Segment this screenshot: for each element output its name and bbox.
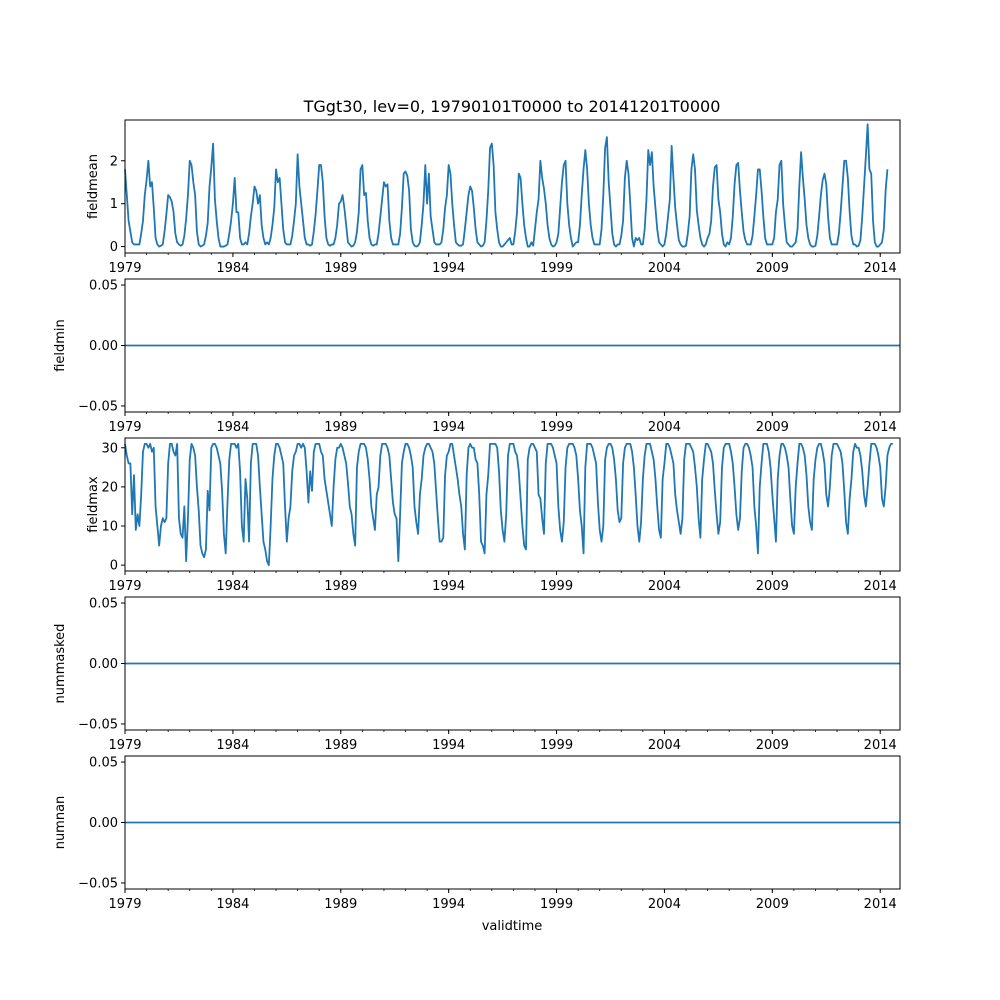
x-tick-label: 2014 — [864, 579, 897, 594]
subplot-fieldmin: −0.05 0.00 0.05 fieldmin 1979 1984 1989 1994 199… — [53, 278, 901, 435]
x-tick-label: 1994 — [432, 579, 465, 594]
x-tick-label: 1999 — [540, 738, 573, 753]
x-tick-label: 2009 — [756, 897, 789, 912]
x-tick-label: 2014 — [864, 738, 897, 753]
x-tick-label: 2004 — [648, 261, 681, 276]
x-tick-label: 2004 — [648, 420, 681, 435]
x-tick-label: 1979 — [108, 579, 141, 594]
x-tick-label: 2009 — [756, 579, 789, 594]
x-tick-label: 1999 — [540, 897, 573, 912]
x-tick-label: 1999 — [540, 261, 573, 276]
x-tick-label: 1979 — [108, 897, 141, 912]
y-axis-label-fieldmax: fieldmax — [86, 476, 101, 533]
x-tick-label: 2014 — [864, 261, 897, 276]
x-tick-label: 1979 — [108, 261, 141, 276]
y-tick-label: 0.05 — [89, 279, 118, 294]
y-tick-label: 1 — [110, 197, 118, 212]
x-tick-label: 1989 — [324, 579, 357, 594]
x-tick-label: 1994 — [432, 738, 465, 753]
y-tick-label: 0.00 — [89, 339, 118, 354]
y-tick-label: 0.05 — [89, 597, 118, 612]
x-tick-label: 2004 — [648, 738, 681, 753]
axes-frame-fieldmax — [124, 437, 901, 572]
x-tick-label: 1994 — [432, 897, 465, 912]
subplot-fieldmean: 0 1 2 fieldmean 1979 1984 1989 1994 1999 2004 2009… — [86, 119, 901, 276]
y-axis-label-nummasked: nummasked — [53, 624, 68, 704]
x-tick-label: 1989 — [324, 420, 357, 435]
x-tick-label: 1984 — [216, 579, 249, 594]
x-tick-label: 1984 — [216, 261, 249, 276]
x-tick-label: 2009 — [756, 738, 789, 753]
x-tick-label: 1989 — [324, 261, 357, 276]
x-tick-label: 1984 — [216, 897, 249, 912]
y-tick-label: 2 — [110, 154, 118, 169]
subplot-fieldmax: 0 10 20 30 fieldmax 1979 1984 1989 1994 1999 2004 2… — [86, 437, 901, 594]
y-tick-label: 20 — [101, 480, 118, 495]
y-tick-label: 30 — [101, 441, 118, 456]
x-tick-label: 1994 — [432, 420, 465, 435]
series-line-fieldmean — [124, 123, 889, 248]
subplots: 0 1 2 fieldmean 1979 1984 1989 1994 1999 2004 2009… — [53, 119, 901, 912]
y-tick-label: 0.05 — [89, 756, 118, 771]
x-tick-label: 2004 — [648, 897, 681, 912]
x-axis-label: validtime — [482, 919, 543, 934]
x-tick-label: 2009 — [756, 261, 789, 276]
y-axis-label-fieldmin: fieldmin — [53, 319, 68, 372]
x-tick-label: 1994 — [432, 261, 465, 276]
y-tick-label: 10 — [101, 520, 118, 535]
x-tick-label: 1999 — [540, 579, 573, 594]
y-tick-label: −0.05 — [78, 876, 118, 891]
subplot-numnan: −0.05 0.00 0.05 numnan 1979 1984 1989 1994 1999 2… — [53, 755, 901, 912]
y-axis-label-fieldmean: fieldmean — [86, 154, 101, 219]
chart-title: TGgt30, lev=0, 19790101T0000 to 20141201… — [303, 97, 721, 116]
y-tick-label: 0.00 — [89, 657, 118, 672]
x-tick-label: 1979 — [108, 420, 141, 435]
y-tick-label: 0 — [110, 240, 118, 255]
y-tick-label: 0 — [110, 559, 118, 574]
y-tick-label: −0.05 — [78, 399, 118, 414]
y-tick-label: −0.05 — [78, 717, 118, 732]
x-tick-label: 1979 — [108, 738, 141, 753]
y-tick-label: 0.00 — [89, 816, 118, 831]
series-line-fieldmax — [124, 442, 893, 567]
x-tick-label: 1989 — [324, 738, 357, 753]
x-tick-label: 1999 — [540, 420, 573, 435]
x-tick-label: 1984 — [216, 738, 249, 753]
subplot-nummasked: −0.05 0.00 0.05 nummasked 1979 1984 1989 1994 19… — [53, 596, 901, 753]
x-tick-label: 2004 — [648, 579, 681, 594]
x-tick-label: 2014 — [864, 420, 897, 435]
x-tick-label: 1989 — [324, 897, 357, 912]
x-tick-label: 2009 — [756, 420, 789, 435]
y-axis-label-numnan: numnan — [53, 796, 68, 850]
x-tick-label: 2014 — [864, 897, 897, 912]
x-tick-label: 1984 — [216, 420, 249, 435]
axes-frame-fieldmean — [124, 119, 901, 254]
